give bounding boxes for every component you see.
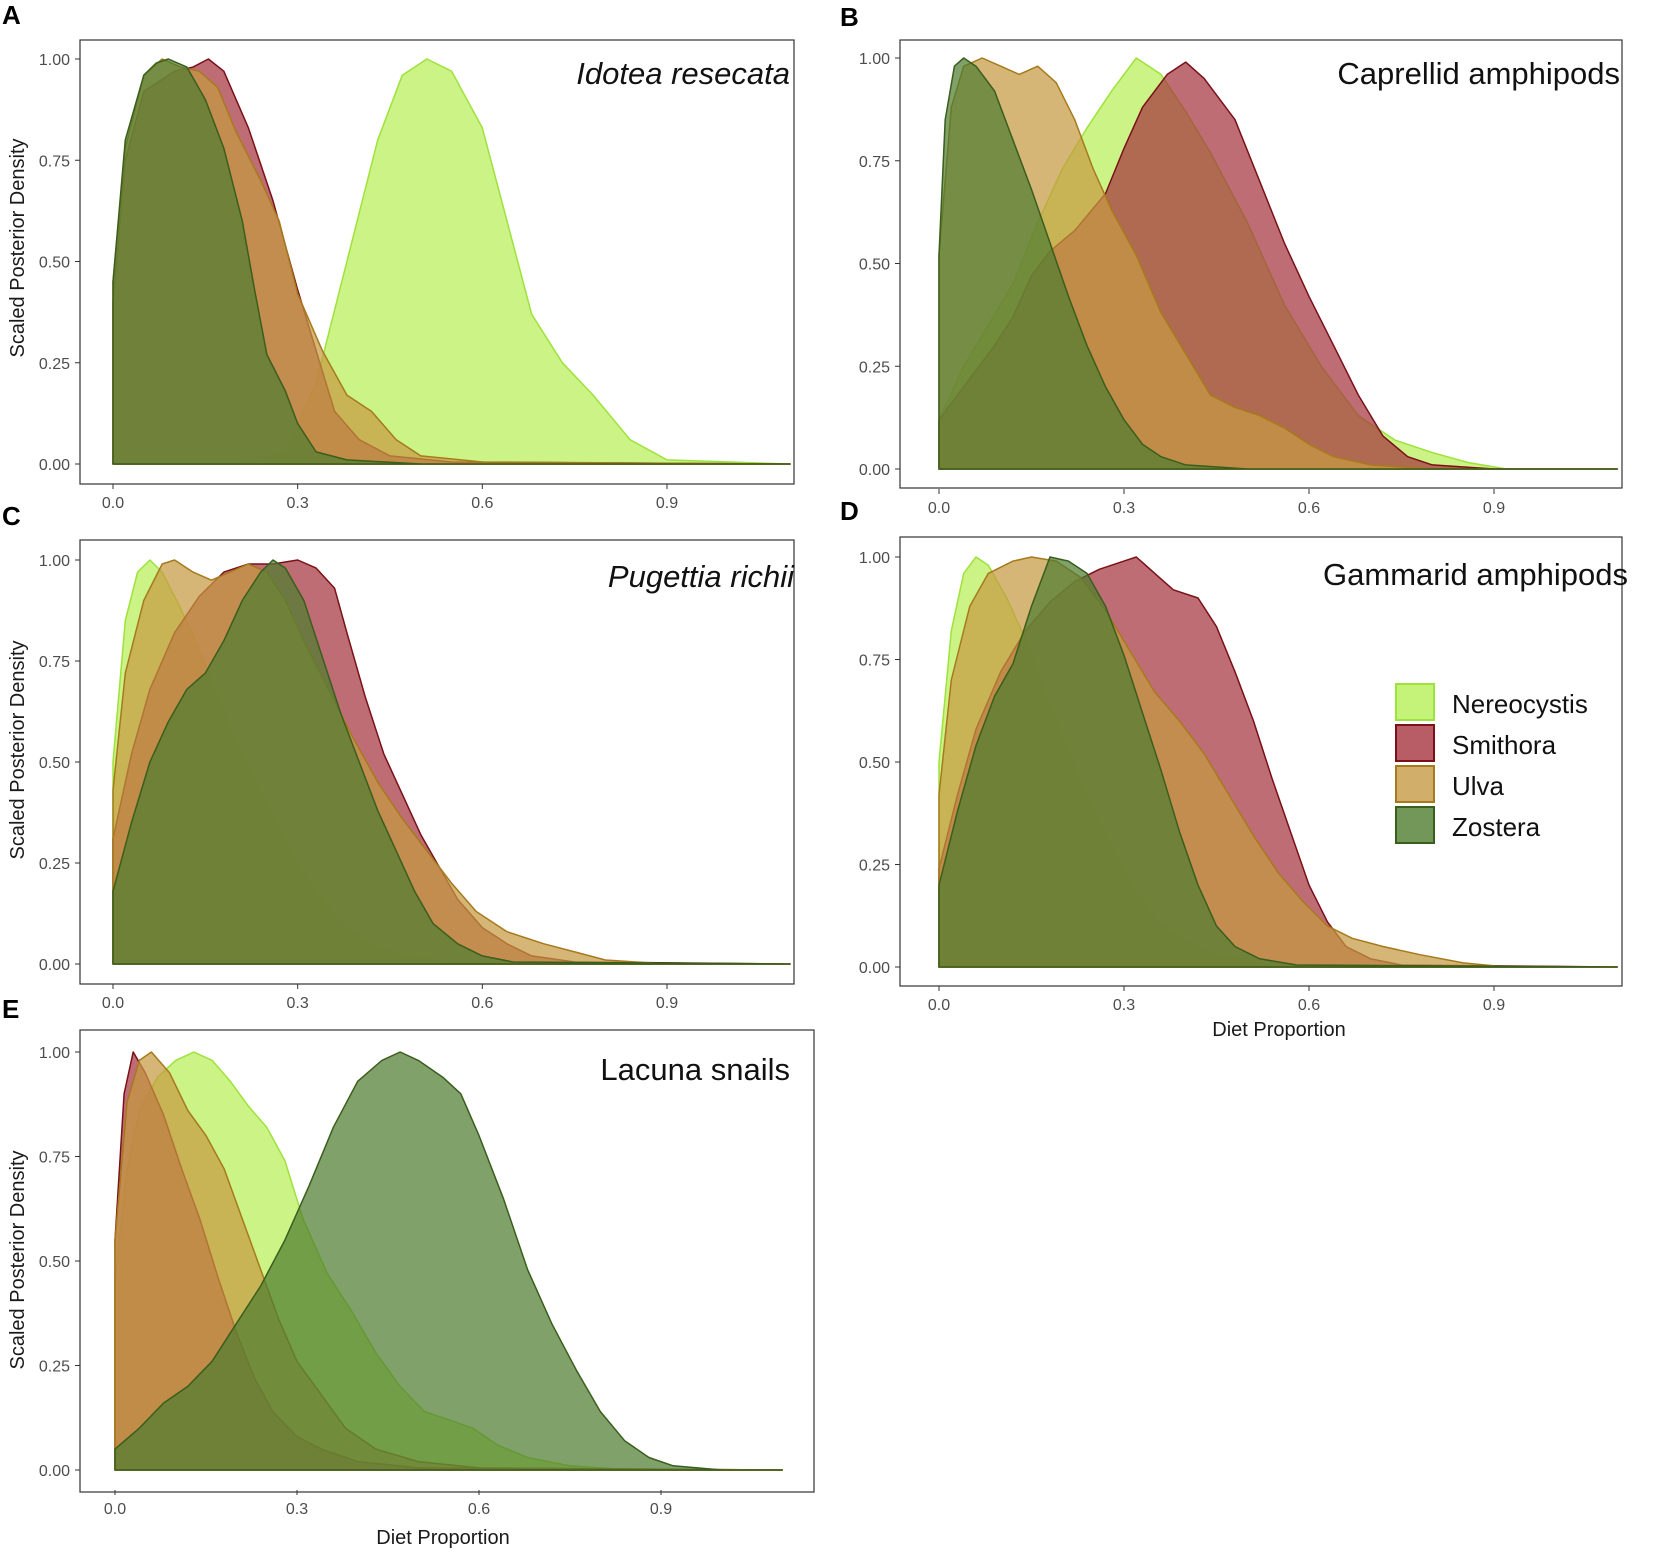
panel-c-density-areas (112, 559, 791, 965)
panel-b-x-axis: 0.0 0.3 0.6 0.9 (928, 489, 1505, 517)
panel-a-x-tick-label: 0.0 (102, 495, 124, 512)
legend-label-smithora: Smithora (1452, 730, 1557, 760)
panel-e-density-areas (114, 1051, 784, 1471)
panel-a-x-tick-label: 0.3 (287, 495, 309, 512)
panel-d-density-areas (938, 556, 1619, 968)
legend-label-nereocystis: Nereocystis (1452, 689, 1588, 719)
panel-b-x-tick-label: 0.6 (1298, 500, 1320, 517)
panel-b-density-ulva (938, 57, 1619, 470)
panel-a-y-axis-label: Scaled Posterior Density (7, 139, 29, 358)
panel-e-y-tick-label: 0.25 (39, 1359, 70, 1376)
panel-c-density-zostera (112, 559, 791, 965)
panel-a: A Scaled Posterior Density 0.000.250.500… (2, 0, 795, 512)
panel-e-y-tick-label: 0.50 (39, 1254, 70, 1271)
panel-d-y-tick-label: 1.00 (859, 550, 890, 567)
panel-c-x-axis: 0.0 0.3 0.6 0.9 (102, 984, 678, 1012)
panel-e-x-tick-label: 0.9 (650, 1501, 672, 1518)
panel-c-y-tick-label: 0.00 (39, 957, 70, 974)
panel-d-title: Gammarid amphipods (1323, 557, 1628, 592)
panel-b: B 0.00 0.25 0.50 0.75 1.00 0.0 0.3 0.6 0.9 Capr… (840, 2, 1623, 517)
panel-d-y-tick-label: 0.00 (859, 960, 890, 977)
panel-e-y-tick-label: 1.00 (39, 1045, 70, 1062)
panel-b-density-zostera (938, 57, 1619, 470)
panel-letter-a: A (2, 0, 21, 30)
panel-e: E Scaled Posterior Density 0.000.250.500… (2, 994, 815, 1549)
panel-e-y-tick-label: 0.00 (39, 1463, 70, 1480)
panel-letter-b: B (840, 2, 859, 32)
panel-letter-e: E (2, 994, 19, 1024)
panel-a-y-tick-label: 0.25 (39, 356, 70, 373)
panel-d-y-tick-label: 0.25 (859, 858, 890, 875)
panel-e-density-zostera (114, 1051, 784, 1471)
panel-a-x-tick-label: 0.6 (471, 495, 493, 512)
panel-d-density-zostera (938, 556, 1619, 968)
panel-a-x-axis: 0.0 0.3 0.6 0.9 (102, 484, 678, 512)
panel-c-x-tick-label: 0.9 (656, 995, 678, 1012)
panel-e-x-axis-label: Diet Proportion (376, 1527, 509, 1549)
panel-c-y-tick-label: 0.50 (39, 755, 70, 772)
legend-label-ulva: Ulva (1452, 771, 1505, 801)
panel-d-y-tick-label: 0.50 (859, 755, 890, 772)
panel-c-y-tick-label: 0.25 (39, 856, 70, 873)
panel-letter-c: C (2, 501, 21, 531)
panel-a-y-tick-label: 0.75 (39, 153, 70, 170)
panel-a-title: Idotea resecata (576, 56, 790, 91)
panel-e-y-axis-label: Scaled Posterior Density (7, 1151, 29, 1370)
panel-letter-d: D (840, 496, 859, 526)
panel-a-y-tick-label: 0.50 (39, 255, 70, 272)
panel-c-y-axis-label: Scaled Posterior Density (7, 641, 29, 860)
panel-a-x-tick-label: 0.9 (656, 495, 678, 512)
panel-c: C Scaled Posterior Density 0.000.250.500… (2, 501, 795, 1012)
panel-c-x-tick-label: 0.6 (471, 995, 493, 1012)
panel-d-y-tick-label: 0.75 (859, 653, 890, 670)
panel-a-y-tick-label: 0.00 (39, 457, 70, 474)
panel-b-density-areas (938, 57, 1619, 470)
panel-c-x-tick-label: 0.0 (102, 995, 124, 1012)
legend-swatch-ulva (1395, 765, 1435, 803)
legend: Nereocystis Smithora Ulva Zostera (1395, 683, 1588, 844)
legend-label-zostera: Zostera (1452, 812, 1541, 842)
legend-swatch-nereocystis (1395, 683, 1435, 721)
panel-d: D 0.00 0.25 0.50 0.75 1.00 0.0 0.3 0.6 0.9 Gamm… (840, 496, 1628, 1041)
panel-e-x-tick-label: 0.3 (286, 1501, 308, 1518)
panel-e-y-tick-label: 0.75 (39, 1150, 70, 1167)
legend-swatch-smithora (1395, 724, 1435, 762)
panel-e-x-tick-label: 0.0 (104, 1501, 126, 1518)
panel-c-y-axis: 0.00 0.25 0.50 0.75 1.00 (39, 553, 80, 974)
panel-e-title: Lacuna snails (600, 1052, 790, 1087)
panel-b-x-tick-label: 0.9 (1483, 500, 1505, 517)
panel-c-y-tick-label: 0.75 (39, 654, 70, 671)
panel-b-x-tick-label: 0.3 (1113, 500, 1135, 517)
panel-b-y-tick-label: 0.75 (859, 154, 890, 171)
panel-d-x-tick-label: 0.0 (928, 997, 950, 1014)
panel-a-y-axis: 0.00 0.25 0.50 0.75 1.00 (39, 52, 80, 474)
panel-a-density-zostera (112, 58, 791, 465)
panel-b-x-tick-label: 0.0 (928, 500, 950, 517)
panel-d-y-axis: 0.00 0.25 0.50 0.75 1.00 (859, 550, 900, 977)
panel-d-x-axis-label: Diet Proportion (1212, 1019, 1345, 1041)
panel-a-y-tick-label: 1.00 (39, 52, 70, 69)
panel-d-x-axis: 0.0 0.3 0.6 0.9 (928, 986, 1505, 1014)
panel-c-x-tick-label: 0.3 (287, 995, 309, 1012)
panel-e-x-tick-label: 0.6 (468, 1501, 490, 1518)
panel-b-y-tick-label: 0.25 (859, 359, 890, 376)
panel-c-title: Pugettia richii (608, 559, 795, 594)
panel-b-y-tick-label: 0.50 (859, 257, 890, 274)
panel-d-x-tick-label: 0.9 (1483, 997, 1505, 1014)
panel-a-density-areas (112, 58, 791, 465)
panel-e-y-axis: 0.00 0.25 0.50 0.75 1.00 (39, 1045, 80, 1480)
panel-d-x-tick-label: 0.3 (1113, 997, 1135, 1014)
panel-b-y-tick-label: 1.00 (859, 51, 890, 68)
legend-swatch-zostera (1395, 806, 1435, 844)
panel-b-y-axis: 0.00 0.25 0.50 0.75 1.00 (859, 51, 900, 479)
panel-b-title: Caprellid amphipods (1337, 56, 1620, 91)
panel-d-x-tick-label: 0.6 (1298, 997, 1320, 1014)
panel-b-y-tick-label: 0.00 (859, 462, 890, 479)
panel-e-x-axis: 0.0 0.3 0.6 0.9 (104, 1490, 672, 1518)
panel-c-y-tick-label: 1.00 (39, 553, 70, 570)
